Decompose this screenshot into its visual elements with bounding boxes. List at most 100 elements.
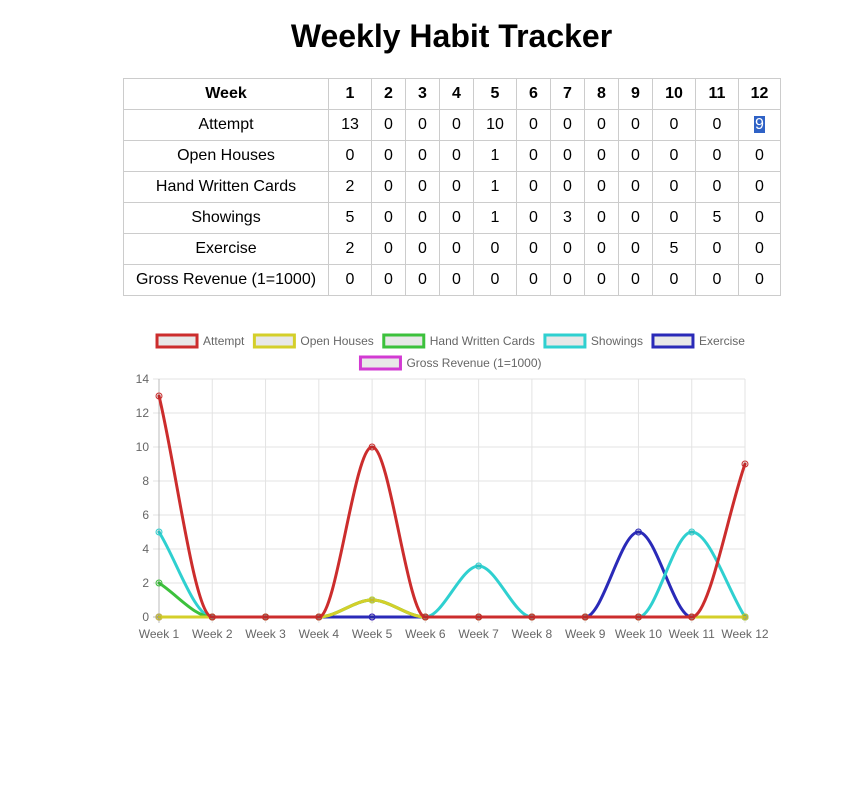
table-cell[interactable]: 0 bbox=[516, 140, 551, 172]
table-cell[interactable]: 0 bbox=[550, 109, 585, 141]
table-cell[interactable]: 0 bbox=[695, 171, 739, 203]
legend-swatch bbox=[543, 333, 587, 349]
table-cell[interactable]: 0 bbox=[405, 233, 440, 265]
data-point bbox=[368, 443, 376, 451]
table-cell[interactable]: 0 bbox=[371, 140, 406, 172]
table-cell[interactable]: 1 bbox=[473, 140, 517, 172]
table-cell[interactable]: 1 bbox=[473, 171, 517, 203]
data-point bbox=[315, 613, 323, 621]
table-cell[interactable]: 0 bbox=[695, 140, 739, 172]
table-cell[interactable]: 0 bbox=[439, 202, 474, 234]
x-tick-label: Week 10 bbox=[615, 627, 662, 641]
table-cell[interactable]: 0 bbox=[439, 171, 474, 203]
legend-swatch bbox=[252, 333, 296, 349]
table-cell[interactable]: 0 bbox=[405, 140, 440, 172]
header-week-7: 7 bbox=[550, 78, 585, 110]
selected-cell-text[interactable]: 9 bbox=[754, 116, 765, 133]
table-cell[interactable]: 10 bbox=[473, 109, 517, 141]
table-cell[interactable]: 0 bbox=[439, 140, 474, 172]
table-cell[interactable]: 0 bbox=[516, 264, 551, 296]
table-cell[interactable]: 0 bbox=[473, 264, 517, 296]
table-cell[interactable]: 0 bbox=[516, 233, 551, 265]
table-cell[interactable]: 0 bbox=[652, 264, 696, 296]
table-cell[interactable]: 0 bbox=[584, 171, 619, 203]
table-cell[interactable]: 0 bbox=[371, 264, 406, 296]
table-cell[interactable]: 0 bbox=[550, 171, 585, 203]
table-cell[interactable]: 0 bbox=[550, 140, 585, 172]
x-tick-label: Week 2 bbox=[192, 627, 233, 641]
table-cell[interactable]: 0 bbox=[652, 171, 696, 203]
y-tick-label: 12 bbox=[136, 406, 150, 420]
table-cell[interactable]: 3 bbox=[550, 202, 585, 234]
header-week-11: 11 bbox=[695, 78, 739, 110]
page-title: Weekly Habit Tracker bbox=[290, 18, 613, 54]
table-cell[interactable]: 2 bbox=[328, 171, 372, 203]
x-tick-label: Week 5 bbox=[352, 627, 393, 641]
table-cell[interactable]: 0 bbox=[695, 233, 739, 265]
table-cell[interactable]: 1 bbox=[473, 202, 517, 234]
table-cell[interactable]: 0 bbox=[550, 233, 585, 265]
table-cell[interactable]: 0 bbox=[652, 109, 696, 141]
table-cell[interactable]: 0 bbox=[516, 202, 551, 234]
table-cell[interactable]: 0 bbox=[738, 140, 781, 172]
table-cell[interactable]: 0 bbox=[584, 202, 619, 234]
series-line bbox=[157, 581, 747, 619]
table-cell[interactable]: 0 bbox=[439, 233, 474, 265]
table-cell[interactable]: 0 bbox=[584, 264, 619, 296]
table-cell[interactable]: 0 bbox=[439, 109, 474, 141]
table-cell[interactable]: 0 bbox=[695, 109, 739, 141]
table-cell[interactable]: 0 bbox=[618, 140, 653, 172]
header-week-12: 12 bbox=[738, 78, 781, 110]
table-cell[interactable]: 0 bbox=[371, 202, 406, 234]
table-cell[interactable]: 0 bbox=[516, 171, 551, 203]
table-cell[interactable]: 0 bbox=[695, 264, 739, 296]
data-point bbox=[155, 613, 163, 621]
line-chart: Attempt Open Houses Hand Written Cards Show… bbox=[136, 333, 769, 641]
table-cell[interactable]: 0 bbox=[473, 233, 517, 265]
header-week-5: 5 bbox=[473, 78, 517, 110]
table-cell[interactable]: 0 bbox=[439, 264, 474, 296]
table-cell[interactable]: 0 bbox=[738, 233, 781, 265]
x-tick-label: Week 8 bbox=[512, 627, 553, 641]
table-cell[interactable]: 0 bbox=[584, 109, 619, 141]
table-cell[interactable]: 0 bbox=[405, 202, 440, 234]
table-cell[interactable]: 0 bbox=[618, 233, 653, 265]
table-cell[interactable]: 0 bbox=[328, 264, 372, 296]
table-cell[interactable]: 0 bbox=[738, 202, 781, 234]
table-cell[interactable]: 0 bbox=[618, 202, 653, 234]
row-label: Open Houses bbox=[123, 140, 329, 172]
table-cell[interactable]: 0 bbox=[738, 264, 781, 296]
header-week-4: 4 bbox=[439, 78, 474, 110]
table-cell[interactable]: 0 bbox=[405, 109, 440, 141]
table-cell[interactable]: 0 bbox=[371, 171, 406, 203]
table-cell[interactable]: 0 bbox=[738, 171, 781, 203]
table-header: Week 1 2 3 4 5 6 7 8 9 10 11 12 bbox=[123, 78, 781, 110]
x-tick-label: Week 1 bbox=[139, 627, 180, 641]
table-cell[interactable]: 0 bbox=[618, 264, 653, 296]
table-cell[interactable]: 0 bbox=[618, 109, 653, 141]
table-cell[interactable]: 5 bbox=[652, 233, 696, 265]
table-cell[interactable]: 5 bbox=[328, 202, 372, 234]
header-week-6: 6 bbox=[516, 78, 551, 110]
table-cell[interactable]: 0 bbox=[328, 140, 372, 172]
table-cell[interactable]: 0 bbox=[618, 171, 653, 203]
table-cell[interactable]: 0 bbox=[652, 140, 696, 172]
table-header-row: Week 1 2 3 4 5 6 7 8 9 10 11 12 bbox=[123, 78, 781, 110]
table-cell[interactable]: 0 bbox=[405, 171, 440, 203]
table-cell[interactable]: 9 bbox=[738, 109, 781, 141]
table-cell[interactable]: 0 bbox=[371, 109, 406, 141]
table-cell[interactable]: 0 bbox=[405, 264, 440, 296]
table-cell[interactable]: 0 bbox=[584, 140, 619, 172]
table-cell[interactable]: 0 bbox=[550, 264, 585, 296]
table-cell[interactable]: 2 bbox=[328, 233, 372, 265]
data-point bbox=[688, 613, 696, 621]
y-tick-label: 8 bbox=[142, 474, 149, 488]
data-point bbox=[368, 613, 376, 621]
table-row: Attempt 13 0 0 0 10 0 0 0 0 0 0 9 bbox=[123, 109, 781, 141]
table-cell[interactable]: 5 bbox=[695, 202, 739, 234]
table-cell[interactable]: 0 bbox=[371, 233, 406, 265]
table-cell[interactable]: 0 bbox=[652, 202, 696, 234]
table-cell[interactable]: 13 bbox=[328, 109, 372, 141]
table-cell[interactable]: 0 bbox=[584, 233, 619, 265]
table-cell[interactable]: 0 bbox=[516, 109, 551, 141]
